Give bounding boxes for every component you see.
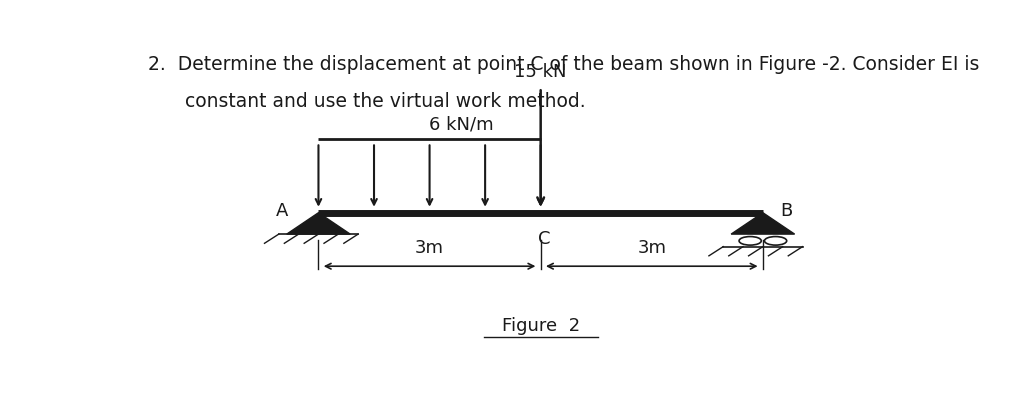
Polygon shape [731,213,795,234]
Text: constant and use the virtual work method.: constant and use the virtual work method… [185,92,586,111]
Text: A: A [275,202,289,220]
Text: 15 kN: 15 kN [514,63,567,81]
Circle shape [765,237,786,245]
Text: 2.  Determine the displacement at point C of the beam shown in Figure -2. Consid: 2. Determine the displacement at point C… [147,55,979,74]
Text: 3m: 3m [415,239,444,257]
Polygon shape [287,213,350,234]
Text: Figure  2: Figure 2 [502,317,580,335]
Circle shape [739,237,761,245]
Text: 3m: 3m [637,239,667,257]
Text: C: C [539,229,551,247]
Text: 6 kN/m: 6 kN/m [429,115,494,133]
Text: B: B [780,202,793,220]
